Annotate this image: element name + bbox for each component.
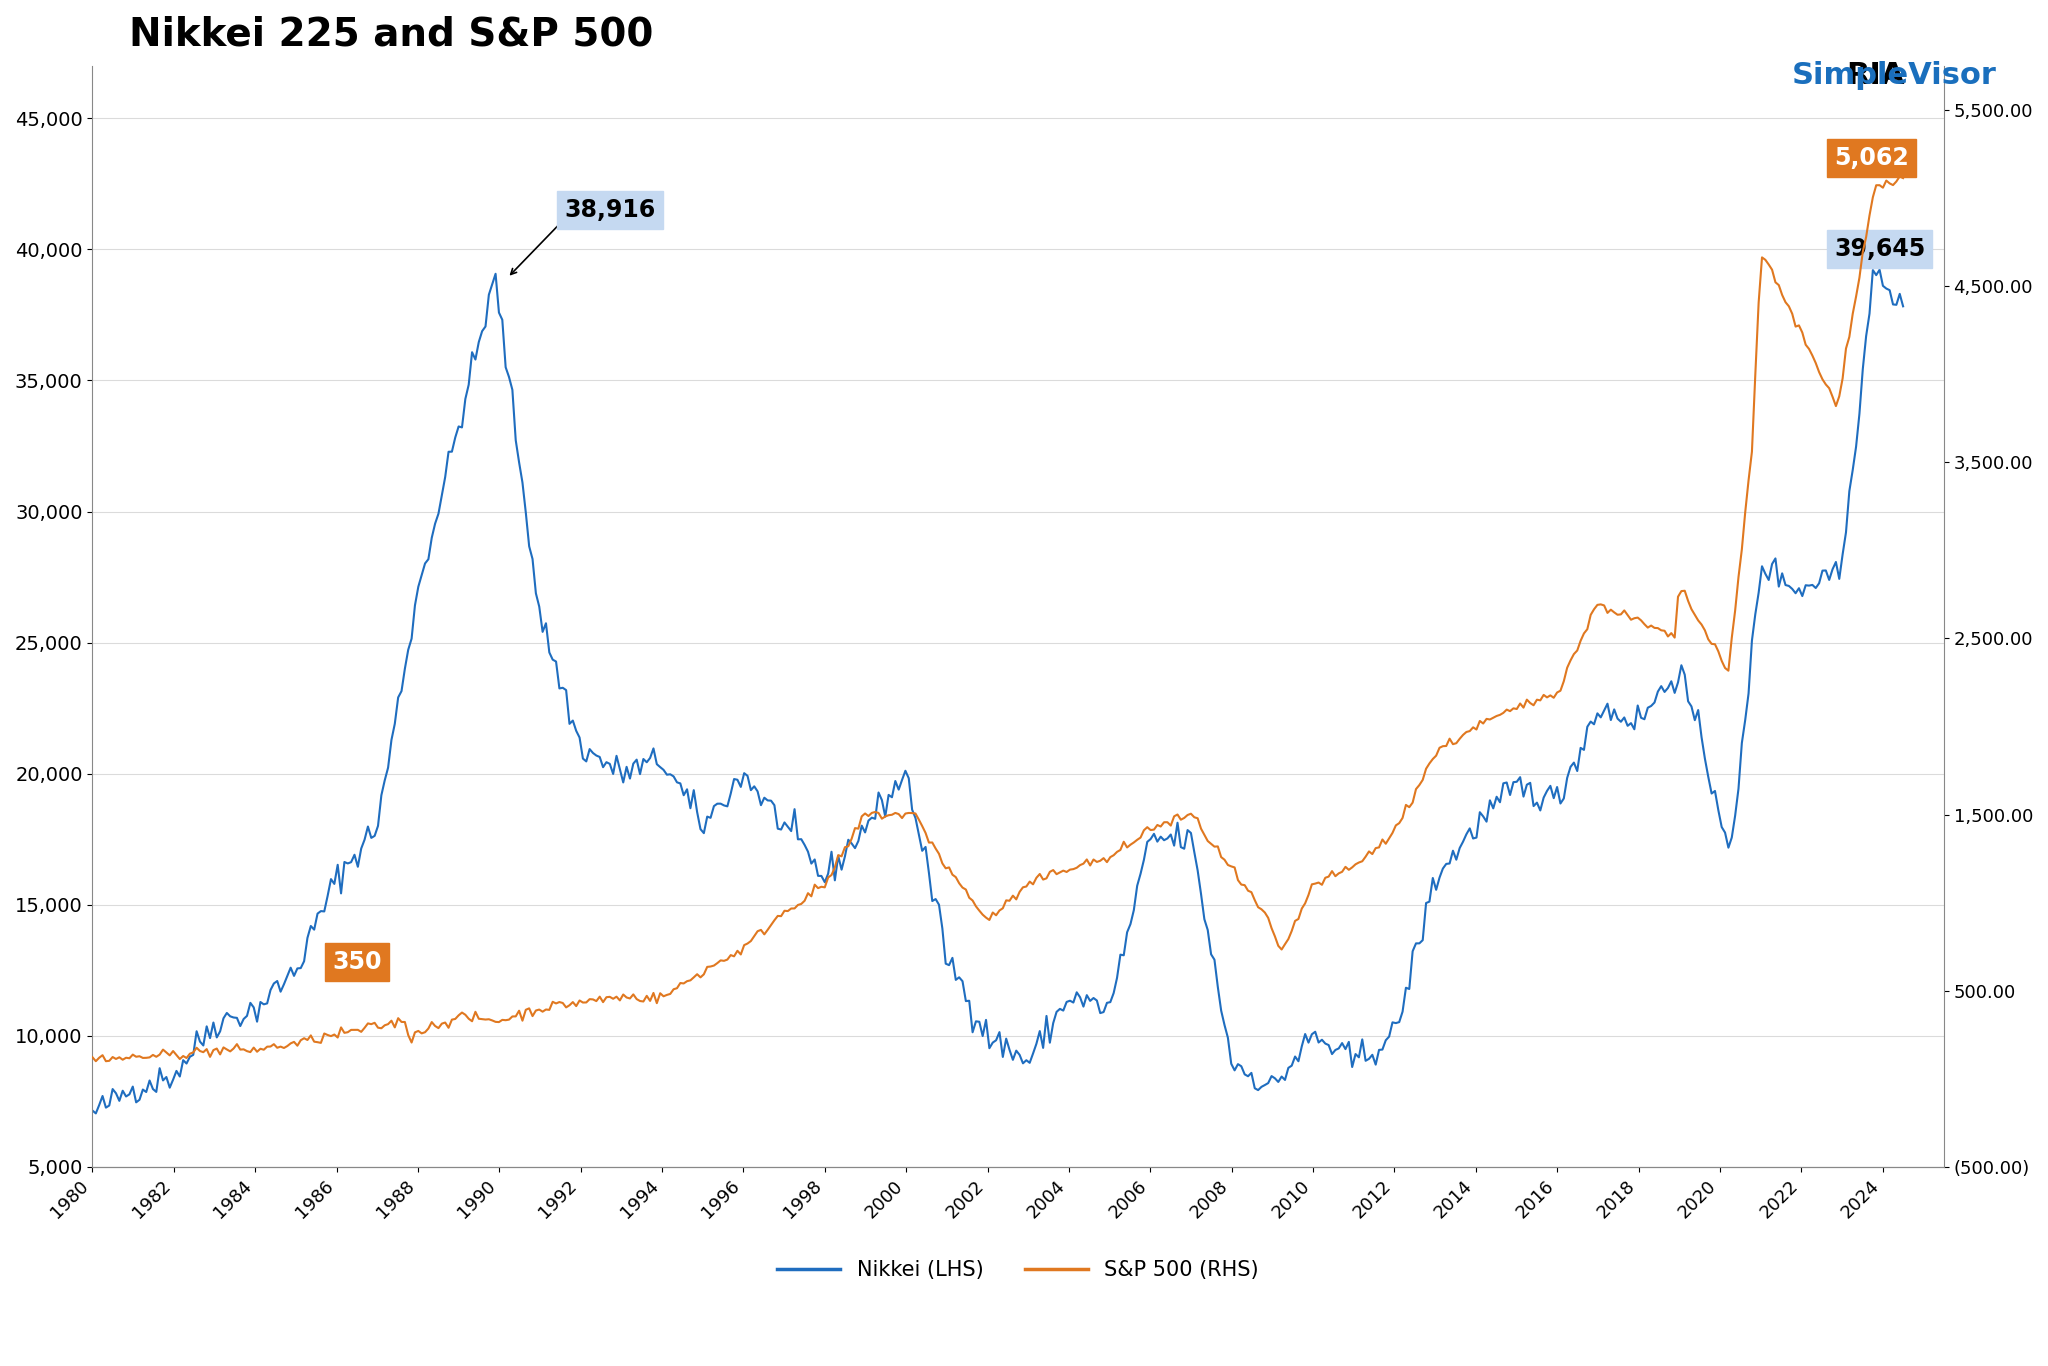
Line: S&P 500 (RHS): S&P 500 (RHS): [92, 176, 1903, 1061]
Nikkei (LHS): [84, 1105, 109, 1121]
Text: 38,916: 38,916: [565, 198, 655, 223]
S&P 500 (RHS): [184, 1040, 209, 1056]
Nikkei (LHS): [184, 1023, 209, 1040]
Text: 5,062: 5,062: [1833, 146, 1909, 169]
S&P 500 (RHS): [1460, 719, 1485, 735]
S&P 500 (RHS): [1180, 806, 1204, 822]
S&P 500 (RHS): [80, 1049, 104, 1065]
S&P 500 (RHS): [1890, 169, 1915, 186]
Text: SimpleVisor: SimpleVisor: [1792, 61, 1997, 90]
Nikkei (LHS): [1696, 769, 1720, 785]
Nikkei (LHS): [80, 1102, 104, 1119]
Text: Nikkei 225 and S&P 500: Nikkei 225 and S&P 500: [129, 15, 653, 53]
S&P 500 (RHS): [84, 1053, 109, 1070]
Legend: Nikkei (LHS), S&P 500 (RHS): Nikkei (LHS), S&P 500 (RHS): [770, 1253, 1268, 1288]
Text: 350: 350: [332, 951, 381, 974]
Line: Nikkei (LHS): Nikkei (LHS): [92, 269, 1903, 1113]
Nikkei (LHS): [1180, 825, 1204, 841]
Text: 39,645: 39,645: [1833, 238, 1925, 261]
Nikkei (LHS): [1890, 298, 1915, 314]
Nikkei (LHS): [1364, 1056, 1389, 1072]
S&P 500 (RHS): [1696, 631, 1720, 647]
S&P 500 (RHS): [1647, 620, 1671, 637]
S&P 500 (RHS): [1888, 168, 1913, 184]
Nikkei (LHS): [1460, 831, 1485, 847]
Nikkei (LHS): [1868, 261, 1892, 277]
S&P 500 (RHS): [1364, 840, 1389, 856]
Nikkei (LHS): [1647, 683, 1671, 699]
Text: RIA: RIA: [1845, 61, 1905, 90]
